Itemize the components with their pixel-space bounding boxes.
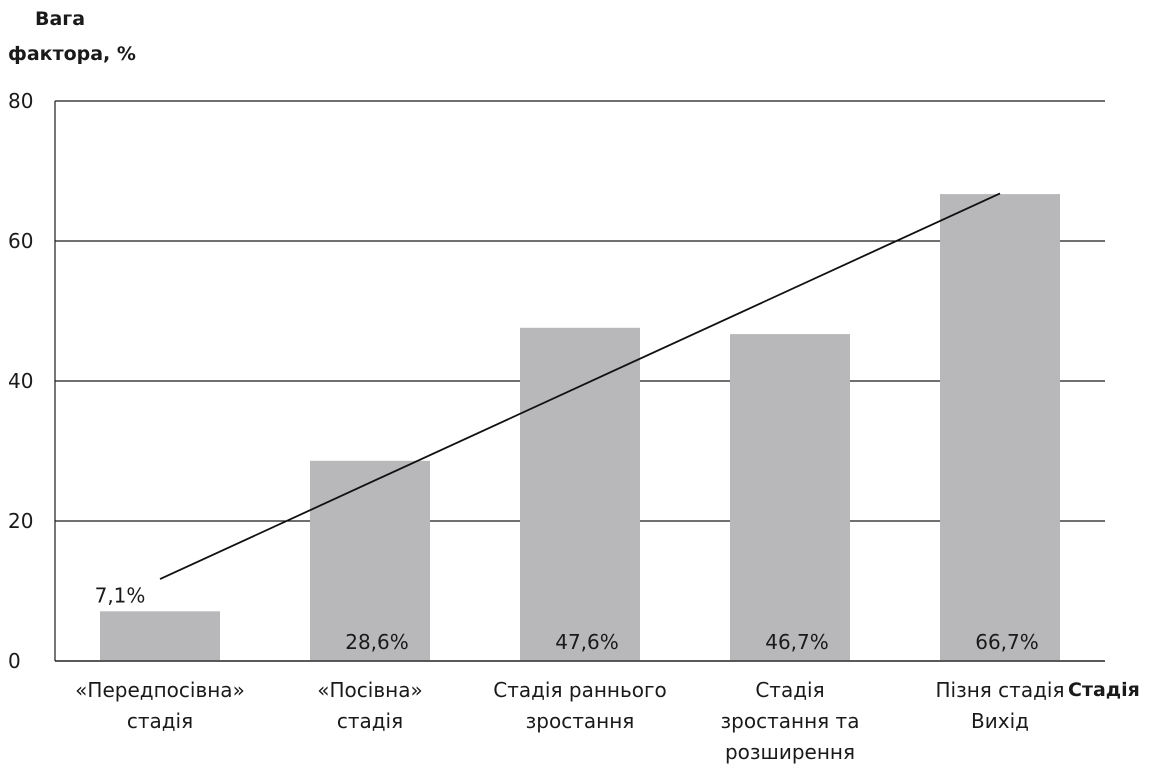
data-label-1: 7,1% [95, 583, 146, 607]
x-tick-1-line-1: «Передпосівна» [75, 678, 245, 702]
data-label-4: 46,7% [765, 630, 829, 654]
y-tick-0: 0 [8, 649, 21, 673]
y-tick-40: 40 [8, 369, 33, 393]
x-tick-3: Стадія раннього зростання [493, 678, 667, 733]
trend-line [159, 192, 1001, 580]
y-tick-20: 20 [8, 509, 33, 533]
x-tick-4-line-3: розширення [725, 740, 855, 764]
x-tick-2-line-2: стадія [337, 709, 403, 733]
x-axis-title: Стадія [1068, 679, 1140, 701]
x-tick-4-line-1: Стадія [755, 678, 824, 702]
x-tick-1-line-2: стадія [127, 709, 193, 733]
x-tick-5-line-1: Пізня стадія [935, 678, 1064, 702]
bar-1 [100, 611, 220, 661]
x-tick-1: «Передпосівна» стадія [75, 678, 245, 733]
y-tick-labels: 0 20 40 60 80 [8, 89, 33, 673]
data-labels: 7,1% 28,6% 47,6% 46,7% 66,7% [95, 583, 1039, 654]
x-tick-2-line-1: «Посівна» [317, 678, 422, 702]
y-tick-80: 80 [8, 89, 33, 113]
data-label-5: 66,7% [975, 630, 1039, 654]
bars [55, 194, 1105, 662]
y-axis-title: Вага фактора, % [8, 8, 136, 65]
x-tick-4: Стадія зростання та розширення [721, 678, 860, 764]
x-tick-4-line-2: зростання та [721, 709, 860, 733]
data-label-3: 47,6% [555, 630, 619, 654]
y-tick-60: 60 [8, 229, 33, 253]
data-label-2: 28,6% [345, 630, 409, 654]
bar-4 [730, 334, 850, 661]
x-tick-3-line-2: зростання [526, 709, 635, 733]
x-tick-2: «Посівна» стадія [317, 678, 422, 733]
bar-5 [940, 194, 1060, 661]
y-axis-title-line-1: Вага [35, 8, 85, 30]
x-tick-5: Пізня стадія Вихід [935, 678, 1064, 733]
x-tick-5-line-2: Вихід [971, 709, 1029, 733]
bar-2 [310, 460, 430, 661]
x-tick-3-line-1: Стадія раннього [493, 678, 667, 702]
y-axis-title-line-2: фактора, % [8, 43, 136, 65]
x-tick-labels: «Передпосівна» стадія «Посівна» стадія Стаді… [75, 678, 1064, 764]
bar-3 [520, 327, 640, 661]
